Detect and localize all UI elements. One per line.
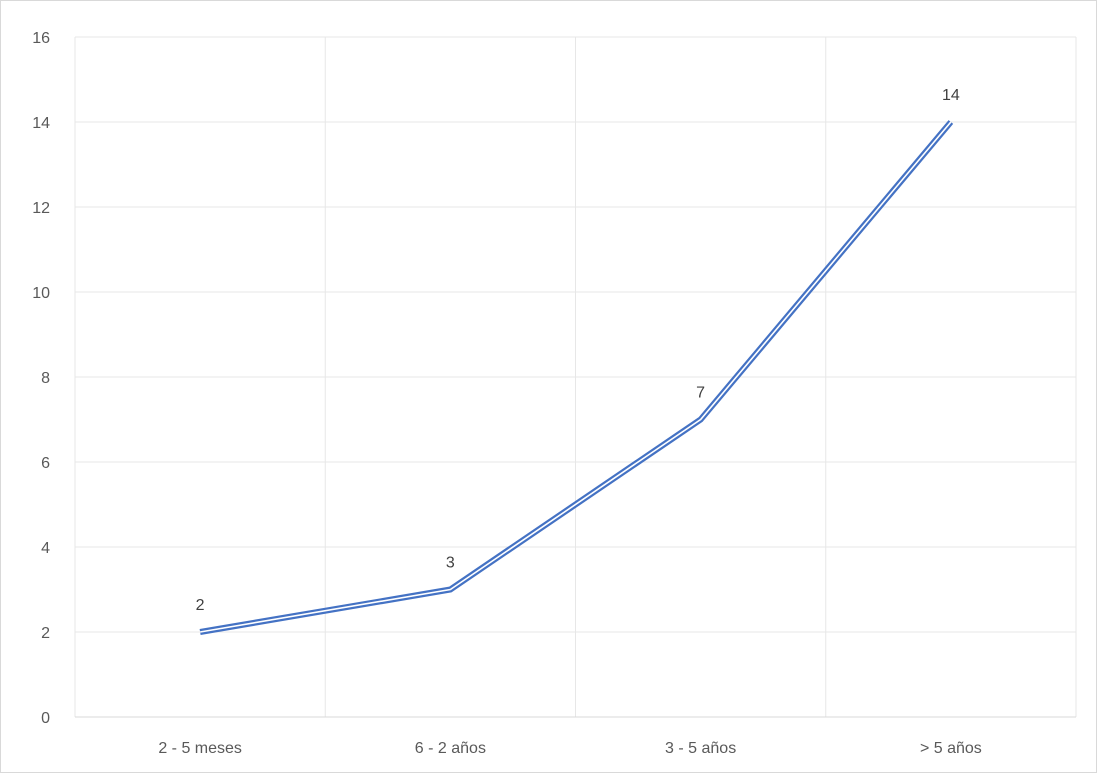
y-tick-label: 4 [41,540,50,557]
x-tick-label: 2 - 5 meses [158,740,242,757]
y-tick-label: 16 [32,30,50,47]
y-tick-label: 6 [41,455,50,472]
data-label: 2 [196,597,205,614]
y-tick-label: 2 [41,625,50,642]
y-tick-label: 12 [32,200,50,217]
data-labels: 2 3 7 14 [196,87,960,614]
data-label: 7 [696,385,705,402]
y-tick-label: 14 [32,115,50,132]
data-label: 3 [446,555,455,572]
y-tick-label: 0 [41,710,50,727]
axes: 0 2 4 6 8 10 12 14 16 2 - 5 meses 6 - 2 años 3 - 5 … [32,30,1076,757]
y-tick-label: 8 [41,370,50,387]
gridlines [75,37,1076,717]
x-tick-label: 6 - 2 años [415,740,486,757]
data-label: 14 [942,87,960,104]
y-tick-label: 10 [32,285,50,302]
x-tick-label: > 5 años [920,740,982,757]
x-tick-label: 3 - 5 años [665,740,736,757]
